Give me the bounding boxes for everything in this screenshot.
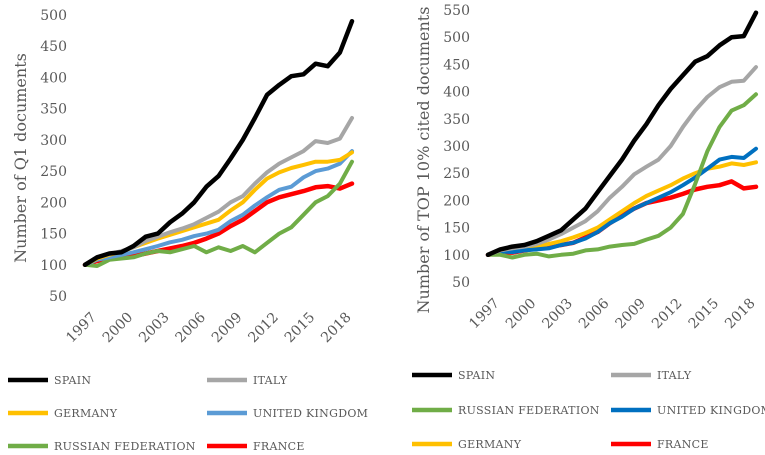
x-tick-label: 2006 [173,309,210,346]
legend-label-russian-federation: RUSSIAN FEDERATION [458,404,600,417]
y-tick-label: 350 [443,112,470,128]
legend-label-germany: GERMANY [458,438,522,451]
series-line-united-kingdom [486,146,758,257]
y-tick-label: 500 [443,30,470,46]
series-line-russian-federation [83,159,354,268]
y-tick-label: 450 [443,57,470,73]
y-tick-label: 250 [443,166,470,182]
y-tick-label: 350 [40,102,67,118]
y-tick-label: 550 [443,3,470,19]
legend-label-france: FRANCE [253,440,305,453]
x-tick-label: 2015 [686,296,723,333]
x-tick-label: 1997 [63,310,100,347]
chart-top10-cited-documents: 50 100 150 200 250 300 350 400 450 500 550 1997 2000… [414,3,759,332]
y-tick-label: 250 [40,164,67,180]
series-line-germany [486,160,758,257]
y-tick-label: 500 [40,8,67,24]
y-tick-label: 200 [443,193,470,209]
y-axis-label: Number of TOP 10% cited documents [414,7,433,314]
x-tick-label: 2000 [503,296,540,333]
y-tick-label: 300 [40,133,67,149]
y-tick-label: 150 [443,221,470,237]
x-tick-label: 2000 [100,310,137,347]
series-line-spain [82,18,355,268]
y-tick-label: 400 [40,70,67,86]
y-tick-label: 100 [40,258,67,274]
x-tick-label: 2012 [649,296,686,333]
legend-label-germany: GERMANY [54,407,118,420]
x-tick-label: 2018 [318,310,355,347]
series-line-united-kingdom [83,149,354,267]
y-axis-label: Number of Q1 documents [11,53,30,263]
legend-label-italy: ITALY [657,369,692,382]
x-tick-label: 2006 [576,295,613,332]
legend-label-united-kingdom: UNITED KINGDOM [657,404,765,417]
legend-label-united-kingdom: UNITED KINGDOM [253,407,368,420]
x-tick-label: 2018 [722,296,759,333]
legend-top10-cited-documents: SPAIN ITALY RUSSIAN FEDERATION UNITED KINGD… [412,369,765,451]
series-line-russian-federation [486,92,758,260]
x-tick-label: 1997 [466,296,503,333]
legend-label-france: FRANCE [657,438,709,451]
series-line-italy [83,116,354,267]
series-line-spain [485,10,759,258]
x-tick-label: 2015 [282,310,319,347]
y-tick-label: 50 [49,289,67,305]
y-tick-label: 300 [443,139,470,155]
x-tick-label: 2003 [539,296,576,333]
legend-label-spain: SPAIN [54,374,91,387]
y-tick-label: 450 [40,39,67,55]
x-tick-label: 2012 [245,310,282,347]
legend-q1-documents: SPAIN ITALY GERMANY UNITED KINGDOM RUSSIAN F… [8,374,368,453]
x-tick-label: 2003 [136,310,173,347]
x-tick-label: 2009 [209,310,246,347]
y-tick-label: 400 [443,85,470,101]
legend-label-italy: ITALY [253,374,288,387]
legend-label-russian-federation: RUSSIAN FEDERATION [54,440,196,453]
x-tick-label: 2009 [612,296,649,333]
legend-label-spain: SPAIN [458,369,495,382]
y-tick-label: 200 [40,195,67,211]
y-tick-label: 100 [443,248,470,264]
y-tick-label: 150 [40,227,67,243]
y-tick-label: 50 [452,275,470,291]
